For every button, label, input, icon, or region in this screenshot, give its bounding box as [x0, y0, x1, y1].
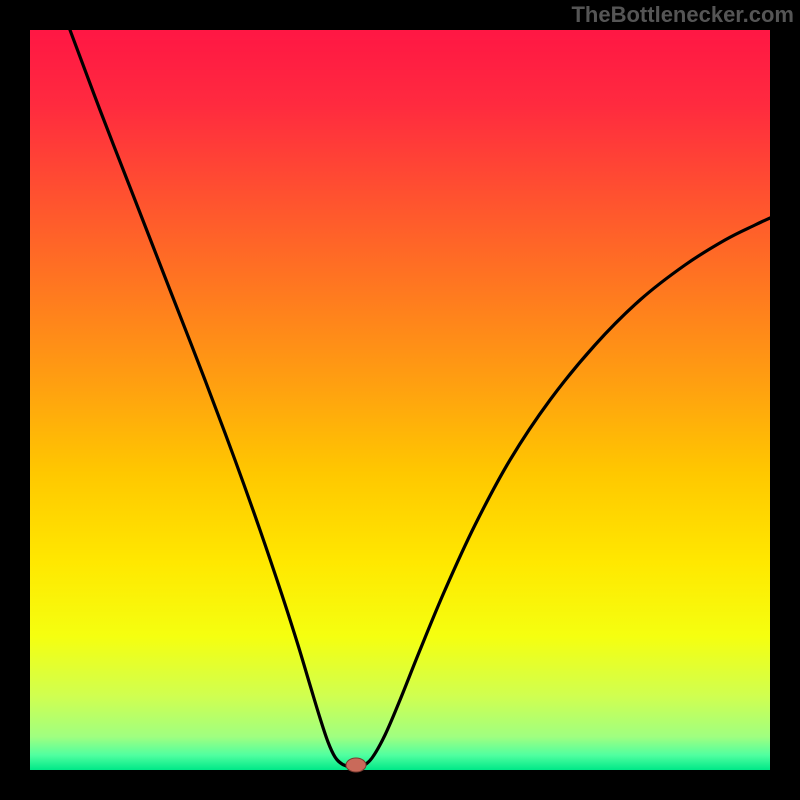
bottleneck-chart: [0, 0, 800, 800]
plot-background: [30, 30, 770, 770]
chart-container: TheBottlenecker.com: [0, 0, 800, 800]
bottleneck-marker: [346, 758, 366, 772]
watermark-text: TheBottlenecker.com: [571, 2, 794, 28]
